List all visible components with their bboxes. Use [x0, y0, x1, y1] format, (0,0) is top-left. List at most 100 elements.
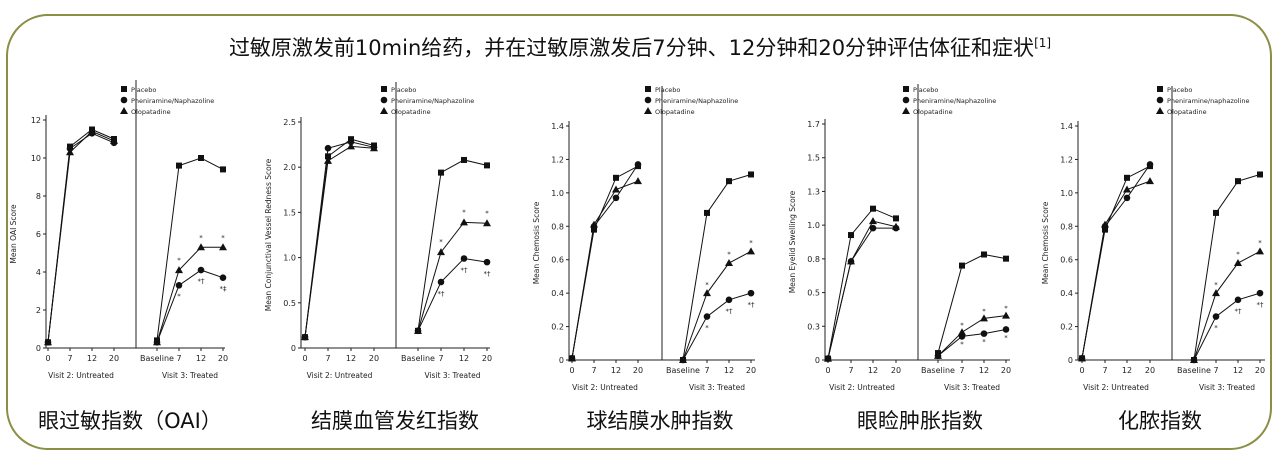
significance-mark: * [960, 341, 964, 349]
data-point-treated-3 [175, 266, 183, 274]
series-line-untreated-2 [827, 227, 896, 359]
significance-mark: * [1004, 305, 1008, 313]
data-point-untreated-3 [612, 185, 620, 193]
x-tick-label-treated: 20 [1255, 366, 1265, 375]
data-point-untreated-1 [1124, 174, 1130, 181]
data-point-untreated-3 [590, 220, 598, 228]
data-point-treated-2 [219, 274, 227, 281]
y-tick-label: 1.3 [807, 187, 820, 196]
data-point-treated-1 [1235, 178, 1241, 185]
legend-label-3: Olopatadine [655, 108, 695, 116]
significance-mark: * [1214, 281, 1218, 289]
data-point-treated-3 [980, 314, 988, 322]
series-line-treated-1 [1193, 173, 1261, 361]
data-point-treated-3 [703, 289, 711, 297]
data-point-treated-1 [748, 171, 754, 178]
x-tick-label-treated: 12 [724, 366, 734, 375]
x-tick-label-treated: 7 [438, 354, 443, 363]
significance-mark: *† [726, 308, 734, 316]
y-tick-label: 6 [36, 230, 41, 239]
title-reference: [1] [1034, 36, 1052, 50]
x-tick-label-treated: Baseline [140, 354, 174, 363]
caption-chemosis: 球结膜水肿指数 [586, 409, 734, 433]
group-label-untreated: Visit 2: Untreated [572, 383, 638, 392]
y-axis-label: Mean OAI Score [9, 204, 18, 264]
significance-mark: * [485, 209, 489, 217]
y-tick-label: 1.5 [807, 154, 820, 163]
data-point-untreated-2 [1146, 161, 1154, 168]
series-line-treated-2 [417, 257, 488, 332]
data-point-untreated-3 [892, 222, 900, 230]
series-line-treated-3 [682, 250, 752, 361]
group-label-treated: Visit 3: Treated [162, 371, 218, 380]
y-tick-label: 1.2 [551, 155, 564, 164]
significance-mark: * [705, 281, 709, 289]
legend-marker-1 [903, 86, 909, 92]
legend-marker-2 [380, 96, 388, 104]
significance-mark: * [221, 234, 225, 242]
series-line-untreated-1 [47, 128, 115, 343]
data-point-treated-3 [725, 259, 733, 267]
data-point-treated-3 [460, 218, 468, 226]
series-line-untreated-2 [571, 164, 639, 359]
x-tick-label-untreated: 20 [109, 354, 119, 363]
x-tick-label-untreated: 7 [591, 366, 596, 375]
significance-mark: *† [438, 290, 446, 298]
x-tick-label-untreated: 20 [1145, 366, 1155, 375]
caption-eyelid: 眼睑肿胀指数 [857, 409, 983, 433]
data-point-treated-3 [679, 356, 687, 363]
significance-mark: * [1236, 251, 1240, 259]
legend-marker-3 [644, 107, 652, 114]
caption-oai: 眼过敏指数（OAI） [38, 409, 222, 433]
legend-label-1: Placebo [913, 86, 938, 94]
x-tick-label-treated: 12 [1233, 366, 1243, 375]
data-point-untreated-3 [568, 354, 576, 362]
significance-mark: * [1214, 324, 1218, 332]
data-point-untreated-2 [634, 161, 642, 168]
y-tick-label: 10 [31, 154, 41, 163]
x-tick-label-untreated: 20 [633, 366, 643, 375]
legend-label-2: Pheniramine/Naphazoline [391, 97, 474, 105]
data-point-treated-2 [197, 266, 205, 274]
series-line-untreated-1 [1081, 165, 1151, 359]
legend-label-1: Placebo [391, 86, 416, 94]
data-point-untreated-3 [847, 257, 855, 265]
y-axis-label: Mean Eyelid Swelling Score [788, 190, 797, 293]
significance-mark: * [960, 321, 964, 329]
group-label-untreated: Visit 2: Untreated [1083, 383, 1149, 392]
significance-mark: *† [461, 266, 469, 274]
group-label-treated: Visit 3: Treated [425, 371, 481, 380]
x-tick-label-treated: 12 [196, 354, 206, 363]
y-tick-label: 0.4 [1060, 289, 1073, 298]
group-label-untreated: Visit 2: Untreated [48, 371, 114, 380]
x-tick-label-treated: 20 [218, 354, 228, 363]
data-point-untreated-1 [613, 174, 619, 181]
data-point-treated-1 [704, 209, 710, 216]
x-tick-label-treated: 12 [459, 354, 469, 363]
data-point-treated-2 [1234, 296, 1242, 304]
data-point-treated-1 [438, 169, 444, 176]
data-point-untreated-2 [1123, 194, 1131, 202]
y-tick-label: 1.2 [1060, 155, 1073, 164]
series-line-treated-2 [156, 269, 224, 343]
x-tick-label-treated: Baseline [401, 354, 435, 363]
y-tick-label: 1.0 [807, 221, 820, 230]
data-point-treated-1 [176, 162, 182, 169]
legend-marker-1 [1157, 86, 1163, 92]
legend-marker-2 [902, 96, 910, 104]
series-line-untreated-2 [304, 141, 375, 338]
data-point-treated-2 [980, 330, 988, 337]
data-point-untreated-3 [824, 354, 832, 362]
data-point-untreated-3 [1123, 185, 1131, 193]
data-point-untreated-2 [347, 138, 355, 146]
series-line-treated-3 [417, 221, 488, 331]
data-point-treated-3 [1190, 356, 1198, 363]
chart-panel-oai: Placebo Pheniramine/Naphazoline Olopatadin… [0, 80, 240, 396]
data-point-untreated-3 [44, 338, 52, 346]
series-line-treated-2 [1193, 292, 1261, 361]
caption-suppuration: 化脓指数 [1118, 409, 1202, 433]
group-label-treated: Visit 3: Treated [1199, 383, 1255, 392]
chart-panel-redness: Placebo Pheniramine/Naphazoline Olopatadin… [250, 82, 500, 396]
x-tick-label-treated: 12 [979, 366, 989, 375]
legend-label-3: Olopatadine [131, 108, 171, 116]
